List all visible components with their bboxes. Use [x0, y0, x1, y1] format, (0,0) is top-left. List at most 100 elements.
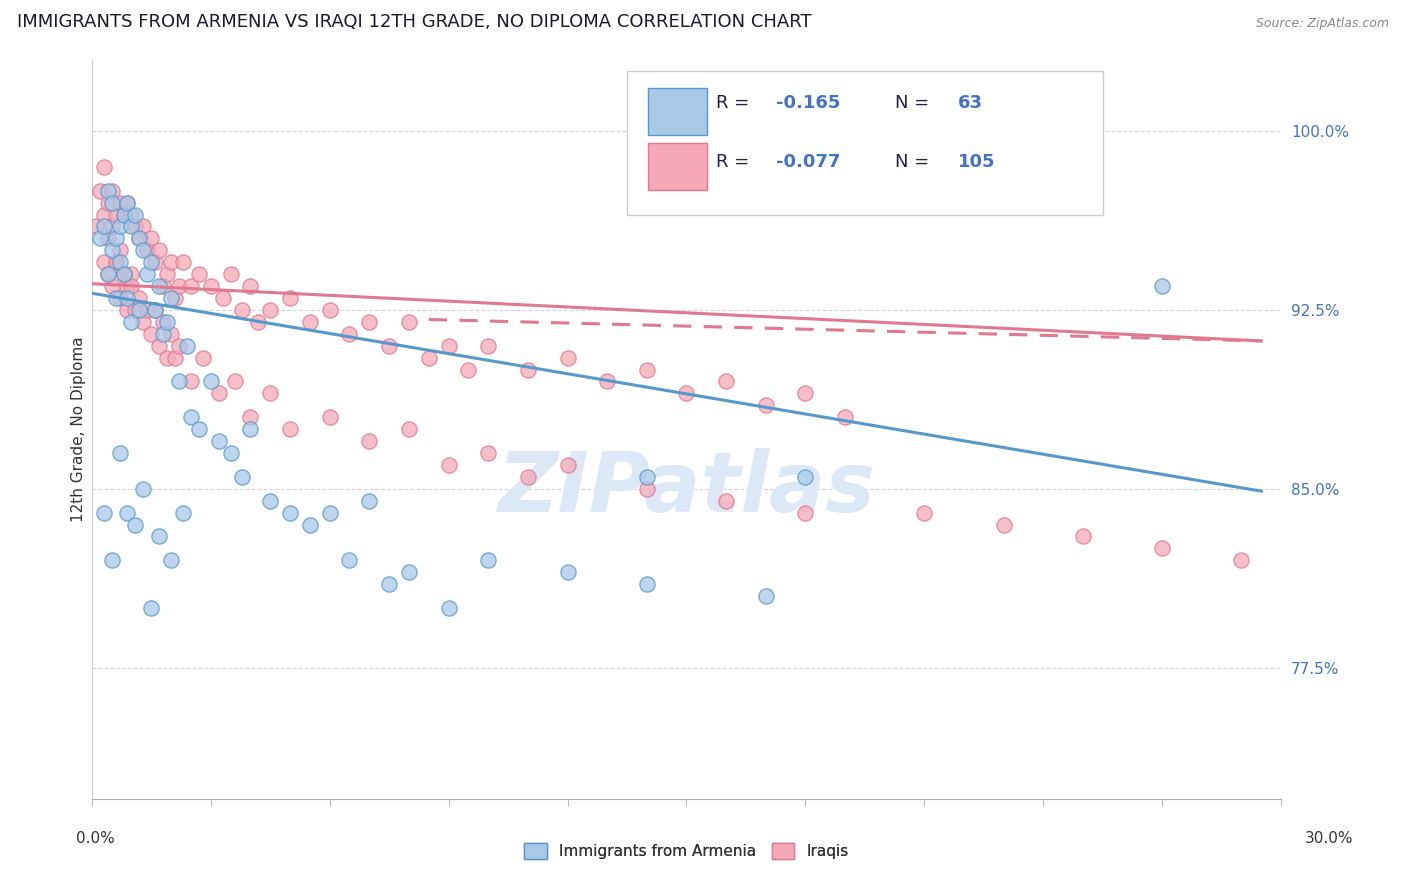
Point	[97, 267, 120, 281]
FancyBboxPatch shape	[648, 87, 707, 135]
Point	[152, 279, 174, 293]
Point	[211, 291, 233, 305]
Point	[93, 160, 115, 174]
Point	[359, 434, 381, 448]
Point	[714, 375, 737, 389]
Point	[259, 386, 281, 401]
Point	[1152, 279, 1174, 293]
Point	[437, 601, 460, 615]
Point	[359, 315, 381, 329]
Point	[108, 255, 131, 269]
Point	[93, 219, 115, 234]
Text: R =: R =	[716, 94, 755, 112]
Point	[208, 434, 231, 448]
Point	[755, 589, 778, 603]
Point	[104, 255, 127, 269]
Point	[100, 279, 122, 293]
Point	[167, 279, 190, 293]
Point	[156, 267, 179, 281]
Point	[120, 267, 142, 281]
Text: ZIPatlas: ZIPatlas	[498, 448, 876, 529]
Point	[259, 302, 281, 317]
Point	[117, 279, 139, 293]
Point	[231, 470, 253, 484]
Point	[457, 362, 479, 376]
Point	[124, 208, 146, 222]
Point	[636, 482, 658, 496]
Point	[172, 255, 194, 269]
Point	[224, 375, 246, 389]
Point	[1389, 577, 1406, 591]
Point	[124, 302, 146, 317]
Point	[136, 267, 159, 281]
Point	[231, 302, 253, 317]
Point	[200, 279, 222, 293]
Point	[117, 506, 139, 520]
Point	[437, 339, 460, 353]
Point	[477, 553, 499, 567]
Point	[219, 267, 242, 281]
Point	[636, 577, 658, 591]
Point	[112, 267, 135, 281]
Point	[755, 398, 778, 412]
Point	[247, 315, 270, 329]
Text: N =: N =	[894, 153, 935, 170]
Point	[156, 351, 179, 365]
Point	[794, 506, 817, 520]
Point	[993, 517, 1015, 532]
Point	[477, 446, 499, 460]
Point	[132, 244, 155, 258]
Point	[339, 326, 361, 341]
Point	[180, 410, 202, 425]
Point	[152, 315, 174, 329]
Point	[239, 422, 262, 436]
Point	[557, 351, 579, 365]
Point	[124, 517, 146, 532]
Point	[163, 291, 186, 305]
Point	[239, 279, 262, 293]
Point	[148, 279, 170, 293]
Point	[1309, 565, 1331, 579]
Point	[298, 517, 321, 532]
Point	[108, 446, 131, 460]
Point	[120, 219, 142, 234]
Point	[318, 302, 340, 317]
Point	[108, 219, 131, 234]
Point	[112, 267, 135, 281]
Text: 63: 63	[957, 94, 983, 112]
Point	[1152, 541, 1174, 556]
Point	[167, 375, 190, 389]
Point	[141, 601, 163, 615]
Point	[912, 506, 935, 520]
Point	[557, 458, 579, 472]
Point	[100, 184, 122, 198]
Text: -0.165: -0.165	[776, 94, 839, 112]
Point	[378, 339, 401, 353]
Point	[141, 231, 163, 245]
Point	[128, 291, 150, 305]
Point	[1230, 553, 1253, 567]
Text: -0.077: -0.077	[776, 153, 839, 170]
Legend: Immigrants from Armenia, Iraqis: Immigrants from Armenia, Iraqis	[517, 837, 855, 865]
Point	[163, 351, 186, 365]
Point	[84, 219, 107, 234]
Point	[187, 267, 209, 281]
Point	[298, 315, 321, 329]
Point	[180, 375, 202, 389]
Point	[794, 470, 817, 484]
Point	[208, 386, 231, 401]
Point	[108, 195, 131, 210]
Point	[437, 458, 460, 472]
Point	[675, 386, 697, 401]
Text: 30.0%: 30.0%	[1305, 831, 1353, 846]
Point	[100, 195, 122, 210]
Point	[398, 422, 420, 436]
Point	[339, 553, 361, 567]
Text: IMMIGRANTS FROM ARMENIA VS IRAQI 12TH GRADE, NO DIPLOMA CORRELATION CHART: IMMIGRANTS FROM ARMENIA VS IRAQI 12TH GR…	[17, 12, 811, 30]
Point	[97, 231, 120, 245]
Point	[160, 255, 183, 269]
Y-axis label: 12th Grade, No Diploma: 12th Grade, No Diploma	[72, 336, 86, 522]
Point	[143, 255, 166, 269]
Text: 0.0%: 0.0%	[76, 831, 115, 846]
Point	[141, 255, 163, 269]
